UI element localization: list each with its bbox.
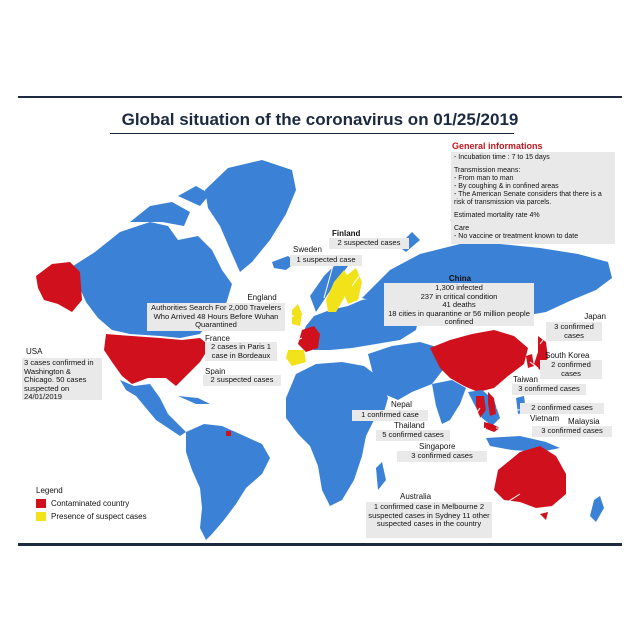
legend: Legend Contaminated country Presence of … — [36, 486, 147, 521]
legend-row-contaminated: Contaminated country — [36, 499, 147, 508]
french-guiana-shape — [226, 431, 231, 436]
china-deaths: 41 deaths — [442, 300, 476, 310]
france-name: France — [205, 334, 230, 343]
map-title: Global situation of the coronavirus on 0… — [121, 110, 519, 129]
china-box: 1,300 infected 237 in critical condition… — [384, 283, 534, 326]
usa-box: 3 cases confirmed in Washington & Chicag… — [22, 358, 102, 401]
madagascar-shape — [376, 462, 386, 490]
sweden-shape — [326, 270, 350, 312]
care-text: - No vaccine or treatment known to date — [454, 233, 579, 240]
england-box: Authorities Search For 2,000 Travelers W… — [147, 303, 285, 331]
china-name: China — [448, 274, 472, 283]
india-shape — [432, 380, 466, 424]
spain-box: 2 suspected cases — [203, 375, 281, 386]
vietnam-box: 2 confirmed cases — [520, 403, 604, 414]
taiwan-box: 3 confirmed cases — [512, 384, 586, 395]
bottom-rule — [18, 543, 622, 546]
japan-name: Japan — [584, 312, 606, 321]
taiwan-name: Taiwan — [513, 375, 538, 384]
thailand-name: Thailand — [394, 421, 425, 430]
malaysia-name: Malaysia — [568, 417, 600, 426]
alaska-shape — [36, 262, 82, 312]
transmission-item-2: - By coughing & in confined areas — [454, 183, 559, 190]
singapore-name: Singapore — [419, 442, 456, 451]
middle-east-shape — [368, 342, 446, 400]
legend-title: Legend — [36, 486, 63, 495]
vietnam-shape — [488, 392, 496, 416]
nepal-box: 1 confirmed case — [352, 410, 428, 421]
japan-box: 3 confirmed cases — [546, 322, 602, 342]
transmission-item-1: - From man to man — [454, 175, 514, 182]
nepal-name: Nepal — [391, 400, 412, 409]
legend-contaminated-label: Contaminated country — [51, 499, 130, 508]
usa-name: USA — [26, 347, 43, 356]
caribbean-shape — [178, 396, 210, 404]
england-name: England — [247, 293, 277, 302]
singapore-box: 3 confirmed cases — [397, 451, 487, 462]
legend-swatch-yellow — [36, 512, 46, 521]
south-korea-box: 2 confirmed cases — [540, 360, 602, 380]
finland-shape — [344, 268, 362, 304]
vietnam-name: Vietnam — [530, 414, 560, 423]
mortality-text: Estimated mortality rate 4% — [454, 212, 540, 219]
arctic-islands-2-shape — [178, 186, 210, 206]
care-heading: Care — [454, 225, 470, 232]
france-box: 2 cases in Paris 1 case in Bordeaux — [205, 342, 277, 362]
general-info-box: - Incubation time : 7 to 15 days Transmi… — [451, 152, 615, 244]
sweden-box: 1 suspected case — [290, 255, 362, 266]
south-korea-shape — [526, 354, 534, 368]
transmission-heading: Transmission means: — [454, 167, 521, 174]
tasmania-shape — [540, 512, 548, 520]
china-shape — [430, 330, 528, 392]
china-quarantine: 18 cities in quarantine or 56 million pe… — [388, 308, 530, 327]
south-america-shape — [186, 424, 270, 540]
china-critical: 237 in critical condition — [420, 291, 498, 301]
mexico-shape — [120, 380, 186, 436]
sweden-name: Sweden — [293, 245, 322, 254]
top-rule — [18, 96, 622, 98]
norway-shape — [310, 262, 348, 312]
malaysia-shape — [484, 422, 500, 432]
finland-label: Finland — [332, 229, 412, 238]
finland-box: 2 suspected cases — [329, 238, 409, 249]
thailand-shape — [476, 396, 486, 418]
legend-swatch-red — [36, 499, 46, 508]
greenland-shape — [205, 160, 296, 272]
finland-name: Finland — [332, 229, 361, 238]
africa-shape — [286, 362, 388, 506]
malaysia-box: 3 confirmed cases — [532, 426, 612, 437]
france-shape — [298, 326, 320, 352]
arctic-islands-shape — [130, 202, 190, 226]
title-underline — [110, 133, 514, 134]
incubation-text: - Incubation time : 7 to 15 days — [454, 154, 550, 161]
spain-name: Spain — [205, 367, 226, 376]
spain-shape — [286, 350, 306, 366]
australia-box: 1 confirmed case in Melbourne 2 suspecte… — [366, 502, 492, 538]
england-shape — [292, 304, 302, 326]
legend-suspect-label: Presence of suspect cases — [51, 512, 147, 521]
thailand-box: 5 confirmed cases — [376, 430, 450, 441]
transmission-item-3: - The American Senate considers that the… — [454, 191, 602, 206]
australia-shape — [494, 446, 566, 508]
general-info-heading: General informations — [452, 141, 543, 151]
usa-shape — [104, 334, 210, 386]
indonesia-shape — [486, 436, 560, 452]
australia-name: Australia — [400, 492, 432, 501]
new-zealand-shape — [590, 496, 604, 522]
south-korea-name: South Korea — [545, 351, 590, 360]
leader-lines — [273, 241, 547, 509]
china-infected: 1,300 infected — [435, 283, 483, 292]
legend-row-suspect: Presence of suspect cases — [36, 512, 147, 521]
